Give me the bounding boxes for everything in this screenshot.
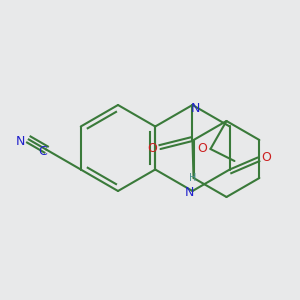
Text: H: H: [189, 173, 196, 183]
Text: N: N: [16, 135, 26, 148]
Text: N: N: [191, 103, 200, 116]
Text: O: O: [148, 142, 158, 155]
Text: O: O: [261, 151, 271, 164]
Text: N: N: [185, 185, 194, 199]
Text: C: C: [39, 145, 47, 158]
Text: O: O: [197, 142, 207, 155]
